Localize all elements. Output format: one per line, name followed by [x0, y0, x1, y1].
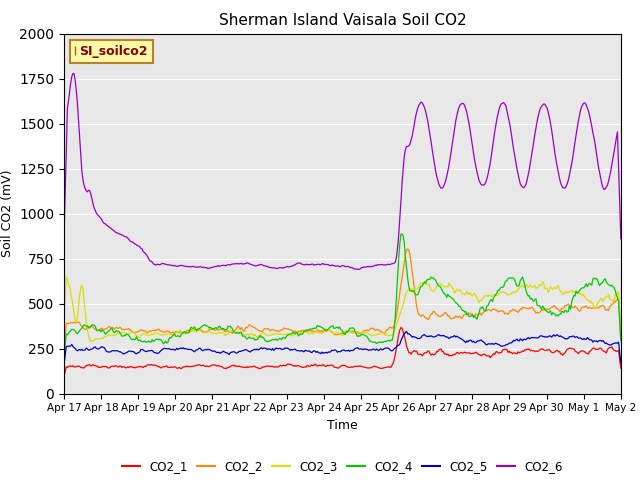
CO2_6 [519, 184, 527, 190]
CO2_5 [518, 337, 525, 343]
CO2_5 [362, 347, 369, 352]
Line: CO2_5: CO2_5 [64, 332, 621, 365]
CO2_2 [362, 328, 369, 334]
Line: CO2_3: CO2_3 [64, 276, 621, 341]
CO2_5 [324, 349, 332, 355]
CO2_1 [605, 345, 612, 351]
CO2_1 [60, 374, 68, 380]
CO2_3 [617, 330, 625, 336]
Line: CO2_1: CO2_1 [64, 327, 621, 377]
CO2_1 [397, 324, 405, 330]
CO2_6 [364, 264, 371, 269]
Line: CO2_4: CO2_4 [64, 234, 621, 358]
CO2_2 [392, 317, 399, 323]
CO2_3 [330, 331, 338, 336]
CO2_1 [328, 362, 335, 368]
Line: CO2_2: CO2_2 [64, 249, 621, 351]
CO2_4 [605, 282, 612, 288]
X-axis label: Time: Time [327, 419, 358, 432]
CO2_3 [394, 319, 401, 324]
CO2_6 [617, 236, 625, 241]
Title: Sherman Island Vaisala Soil CO2: Sherman Island Vaisala Soil CO2 [219, 13, 466, 28]
CO2_5 [617, 360, 625, 366]
CO2_6 [353, 266, 360, 272]
CO2_4 [362, 333, 369, 338]
CO2_6 [329, 263, 337, 268]
CO2_5 [605, 342, 612, 348]
CO2_1 [362, 364, 369, 370]
CO2_3 [364, 330, 371, 336]
CO2_2 [605, 308, 612, 313]
Legend: CO2_1, CO2_2, CO2_3, CO2_4, CO2_5, CO2_6: CO2_1, CO2_2, CO2_3, CO2_4, CO2_5, CO2_6 [118, 455, 567, 478]
CO2_4 [398, 231, 406, 237]
CO2_4 [392, 312, 399, 318]
CO2_4 [324, 326, 332, 332]
CO2_5 [60, 362, 68, 368]
CO2_5 [403, 329, 410, 335]
CO2_4 [617, 338, 625, 344]
CO2_1 [518, 349, 525, 355]
CO2_1 [324, 363, 332, 369]
CO2_5 [328, 347, 335, 353]
CO2_6 [60, 235, 68, 240]
CO2_2 [328, 329, 335, 335]
CO2_2 [518, 307, 525, 312]
CO2_1 [617, 365, 625, 371]
CO2_3 [519, 282, 527, 288]
CO2_2 [617, 336, 625, 342]
CO2_2 [60, 348, 68, 354]
CO2_2 [404, 246, 412, 252]
CO2_3 [60, 320, 68, 325]
Y-axis label: Soil CO2 (mV): Soil CO2 (mV) [1, 170, 13, 257]
CO2_1 [392, 351, 399, 357]
CO2_6 [69, 71, 77, 76]
CO2_3 [62, 274, 70, 279]
CO2_4 [328, 323, 335, 329]
CO2_6 [394, 244, 401, 250]
CO2_4 [60, 355, 68, 361]
CO2_6 [326, 263, 333, 268]
CO2_5 [392, 345, 399, 351]
CO2_3 [606, 296, 614, 301]
CO2_6 [606, 174, 614, 180]
CO2_4 [518, 276, 525, 281]
CO2_2 [324, 326, 332, 332]
CO2_3 [87, 338, 95, 344]
CO2_3 [327, 329, 335, 335]
Line: CO2_6: CO2_6 [64, 73, 621, 269]
